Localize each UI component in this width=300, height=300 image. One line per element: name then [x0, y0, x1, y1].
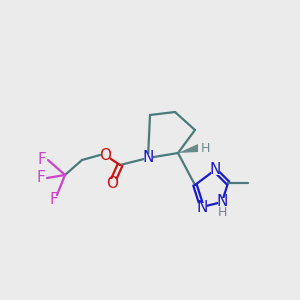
Bar	[211, 166, 220, 175]
Text: N: N	[196, 200, 208, 214]
Bar	[197, 202, 206, 211]
Text: N: N	[216, 194, 228, 209]
Bar	[218, 197, 226, 206]
Text: F: F	[37, 170, 45, 185]
Bar	[143, 154, 152, 163]
Bar	[100, 151, 109, 160]
Text: H: H	[217, 206, 227, 220]
Bar	[107, 178, 116, 188]
Text: F: F	[50, 193, 58, 208]
Text: O: O	[99, 148, 111, 163]
Text: F: F	[38, 152, 46, 167]
Text: N: N	[209, 163, 221, 178]
Text: N: N	[142, 151, 154, 166]
Polygon shape	[178, 144, 198, 153]
Text: O: O	[106, 176, 118, 190]
Text: H: H	[200, 142, 210, 154]
